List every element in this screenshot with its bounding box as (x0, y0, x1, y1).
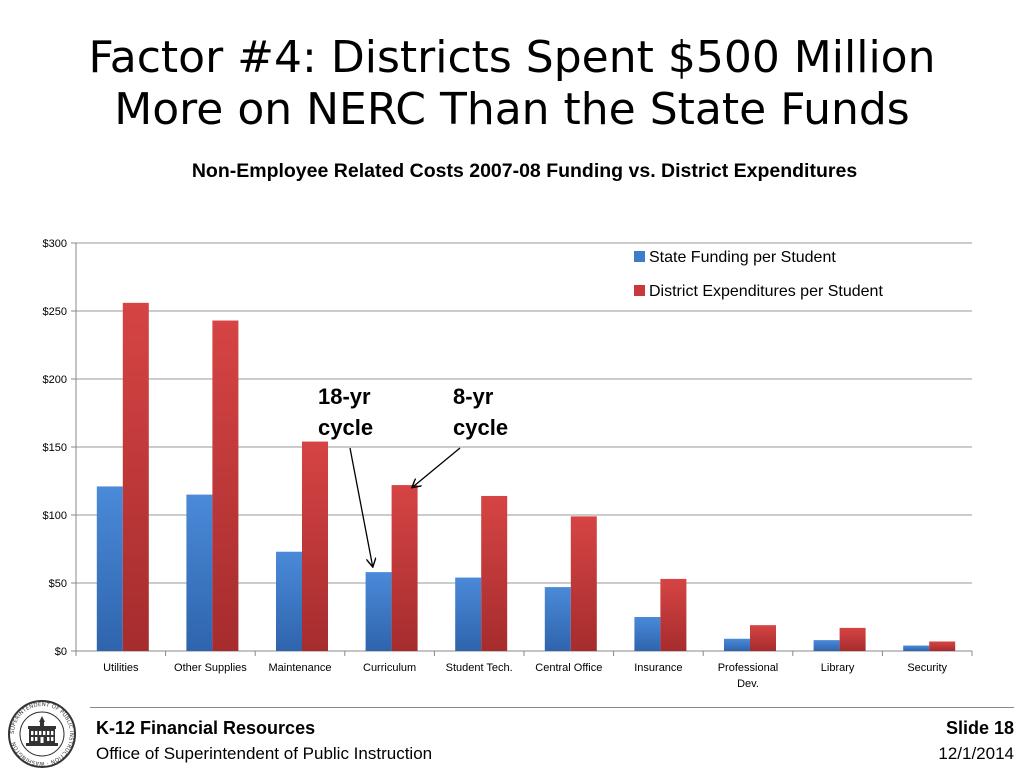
y-tick-label: $0 (55, 646, 67, 658)
y-tick-label: $300 (43, 238, 67, 250)
title-line-2: More on NERC Than the State Funds (114, 84, 910, 135)
x-tick-label: Dev. (737, 678, 759, 690)
y-tick-label: $100 (43, 510, 67, 522)
bar-district-security (929, 641, 956, 651)
bar-chart: $0 $50 $100 $150 $200 $250 $300 Utilities Other … (43, 238, 973, 690)
legend-swatch (634, 285, 645, 296)
bar-state-central-office (544, 587, 571, 651)
chart-title: Non-Employee Related Costs 2007-08 Fundi… (191, 160, 858, 182)
annotation-text: 18-yr (318, 384, 371, 409)
bar-district-utilities (122, 302, 149, 651)
slide-number: Slide 18 (945, 718, 1014, 738)
legend: State Funding per Student District Expend… (634, 249, 883, 300)
bar-state-insurance (634, 617, 661, 651)
bar-district-library (839, 627, 866, 651)
slide-title: Factor #4: Districts Spent $500 Million … (0, 32, 1024, 136)
x-tick-label: Utilities (103, 662, 139, 674)
y-tick-label: $200 (43, 374, 67, 386)
footer-org: K-12 Financial Resources (96, 718, 316, 738)
x-tick-label: Other Supplies (174, 662, 247, 674)
bar-state-other-supplies (186, 494, 213, 651)
legend-label: District Expenditures per Student (649, 283, 883, 300)
x-tick-label: Library (821, 662, 855, 674)
footer-office: Office of Superintendent of Public Instr… (96, 744, 433, 763)
bar-state-professional-dev- (724, 638, 750, 651)
bar-state-maintenance (276, 551, 302, 651)
slide-date: 12/1/2014 (938, 744, 1014, 763)
x-tick-label: Security (907, 662, 947, 674)
bar-state-student-tech- (455, 577, 482, 651)
bar-district-other-supplies (212, 320, 239, 651)
y-tick-label: $50 (49, 578, 67, 590)
bar-district-professional-dev- (750, 625, 776, 651)
axes: $0 $50 $100 $150 $200 $250 $300 Utilities Other … (43, 238, 973, 690)
bar-district-maintenance (302, 441, 328, 651)
footer-divider (90, 707, 1014, 708)
legend-label: State Funding per Student (649, 249, 836, 266)
annotation-text: cycle (318, 415, 373, 440)
x-tick-label: Professional (718, 662, 779, 674)
x-tick-label: Curriculum (363, 662, 416, 674)
x-tick-label: Central Office (535, 662, 602, 674)
y-tick-label: $150 (43, 442, 67, 454)
annotation-arrow-8yr (413, 447, 461, 487)
annotations: 18-yr cycle 8-yr cycle (318, 384, 508, 566)
ospi-seal-icon: SUPERINTENDENT OF PUBLIC INSTRUCTION · W… (8, 700, 76, 768)
title-line-1: Factor #4: Districts Spent $500 Million (88, 32, 936, 83)
bar-district-insurance (660, 578, 687, 651)
bar-state-security (903, 645, 930, 651)
bar-state-utilities (96, 486, 123, 651)
bar-district-central-office (570, 516, 597, 651)
bar-district-student-tech- (481, 495, 508, 651)
annotation-text: 8-yr (453, 384, 494, 409)
annotation-text: cycle (453, 415, 508, 440)
y-tick-label: $250 (43, 306, 67, 318)
x-tick-label: Student Tech. (446, 662, 513, 674)
bar-state-curriculum (365, 572, 392, 651)
x-tick-label: Insurance (634, 662, 682, 674)
bar-district-curriculum (391, 485, 418, 651)
annotation-arrow-18yr (349, 447, 373, 566)
x-tick-label: Maintenance (269, 662, 332, 674)
bars (96, 302, 956, 651)
bar-state-library (813, 640, 840, 651)
legend-swatch (634, 251, 645, 262)
